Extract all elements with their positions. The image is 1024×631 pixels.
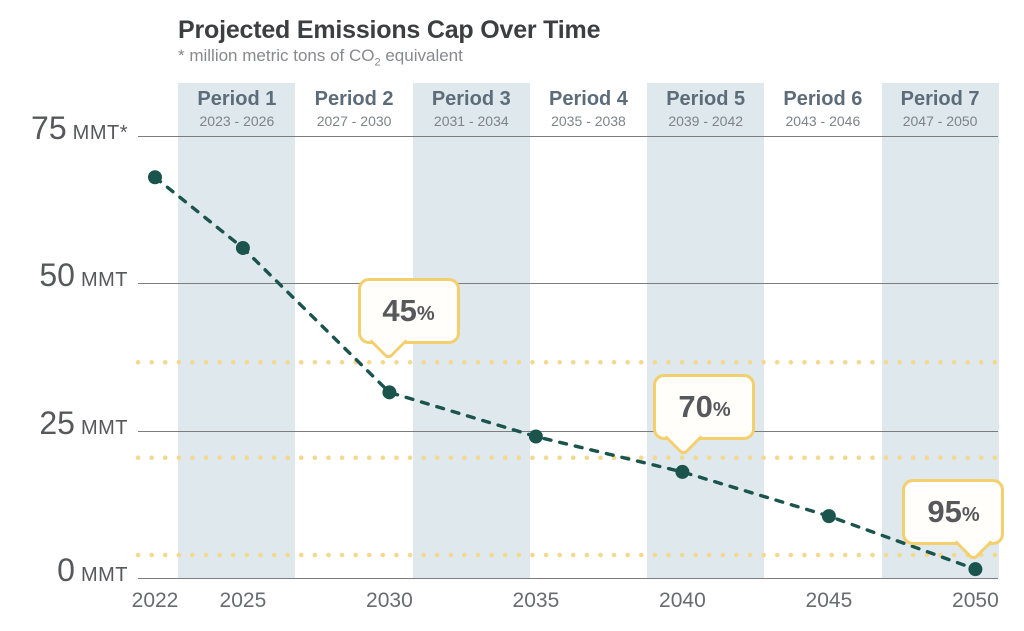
ytick-value: 0	[57, 552, 75, 588]
xtick-2035: 2035	[512, 589, 560, 612]
gridline-0mmt	[138, 578, 998, 579]
chart-subtitle: * million metric tons of CO2 equivalent	[178, 46, 463, 68]
period-years-5: 2039 - 2042	[668, 113, 744, 129]
period-band-1	[178, 83, 296, 578]
period-label-4: Period 4	[549, 88, 628, 110]
xtick-2040: 2040	[659, 589, 706, 612]
callout-95-percent: 95%	[902, 479, 1005, 562]
callout-percent-sign: %	[712, 399, 731, 422]
data-point-2035	[528, 429, 543, 444]
period-label-7: Period 7	[900, 88, 980, 110]
subtitle-text: * million metric tons of CO	[178, 46, 375, 65]
period-label-2: Period 2	[314, 88, 394, 110]
xtick-2050: 2050	[952, 589, 999, 612]
subtitle-suffix: equivalent	[380, 46, 463, 65]
period-years-4: 2035 - 2038	[551, 113, 626, 129]
period-label-1: Period 1	[197, 88, 277, 110]
ytick-value: 25	[39, 404, 75, 441]
xtick-2022: 2022	[131, 589, 179, 612]
callout-percent-sign: %	[416, 303, 435, 326]
period-years-6: 2043 - 2046	[785, 113, 861, 129]
ytick-unit: MMT	[74, 269, 128, 292]
period-years-7: 2047 - 2050	[902, 113, 978, 129]
period-band-5	[647, 83, 765, 578]
ytick-value: 50	[39, 257, 75, 294]
gridline-25mmt	[138, 430, 998, 432]
ytick-unit: MMT	[74, 564, 128, 586]
xtick-2030: 2030	[366, 589, 413, 612]
ytick-0mmt: 0 MMT	[0, 550, 128, 590]
ytick-25mmt: 25 MMT	[0, 403, 128, 443]
period-label-6: Period 6	[783, 88, 863, 110]
callout-value: 70	[678, 389, 713, 425]
ytick-unit: MMT*	[66, 122, 128, 144]
period-label-3: Period 3	[431, 88, 511, 110]
period-years-3: 2031 - 2034	[433, 113, 509, 129]
callout-70-percent: 70%	[653, 374, 756, 457]
data-point-2045	[821, 509, 836, 524]
data-point-2022	[148, 170, 162, 185]
subtitle-subscript: 2	[374, 56, 381, 69]
period-label-5: Period 5	[666, 88, 746, 110]
chart-title: Projected Emissions Cap Over Time	[178, 16, 601, 44]
period-years-1: 2023 - 2026	[199, 113, 275, 129]
period-years-2: 2027 - 2030	[316, 113, 392, 129]
callout-percent-sign: %	[961, 504, 980, 527]
ytick-50mmt: 50 MMT	[0, 255, 128, 295]
xtick-2025: 2025	[219, 589, 267, 612]
callout-value: 45	[382, 293, 417, 329]
gridline-50mmt	[138, 283, 998, 285]
ytick-75mmt: 75 MMT*	[0, 108, 128, 148]
data-point-2030	[382, 385, 397, 400]
ytick-unit: MMT	[74, 416, 128, 439]
gridline-75mmt	[138, 136, 998, 137]
callout-45-percent: 45%	[357, 278, 460, 361]
callout-value: 95	[927, 494, 962, 530]
xtick-2045: 2045	[805, 589, 853, 612]
ytick-value: 75	[31, 110, 67, 146]
